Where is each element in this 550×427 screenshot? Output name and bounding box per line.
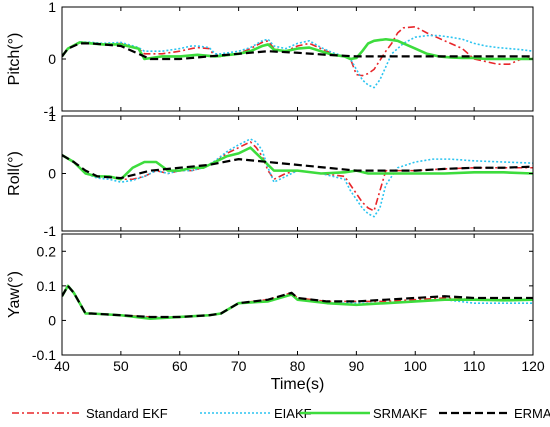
y-axis-label: Roll(°) — [6, 151, 23, 196]
series-line-eiakf — [62, 34, 533, 89]
series-line-srmakf — [62, 146, 533, 181]
x-tick-label: 50 — [113, 358, 129, 374]
series-line-standard-ekf — [62, 25, 533, 77]
x-tick-label: 100 — [404, 358, 428, 374]
series-line-srmakf — [62, 37, 533, 61]
legend-label-srmakf: SRMAKF — [373, 406, 427, 421]
panel-0: -1 0 1 Pitch(°) — [6, 0, 534, 119]
y-tick-label: 1 — [48, 108, 56, 124]
y-tick-label: -1 — [44, 223, 57, 239]
series-line-eiakf — [62, 138, 533, 218]
panel-frame — [61, 233, 534, 356]
series-line-ermakf — [62, 284, 533, 319]
panel-series-group — [62, 25, 533, 89]
x-tick-label: 110 — [463, 358, 486, 374]
panel-2: -0.1 0 0.1 0.2 Yaw(°) — [6, 233, 534, 363]
y-tick-label: 0 — [48, 312, 56, 328]
y-tick-label: 0 — [48, 51, 56, 67]
series-line-eiakf — [62, 285, 533, 319]
y-tick-label: 1 — [48, 0, 56, 15]
legend-label-standard-ekf: Standard EKF — [86, 406, 168, 421]
x-tick-label: 80 — [290, 358, 306, 374]
x-tick-label: 90 — [349, 358, 365, 374]
y-tick-label: 0.1 — [37, 278, 57, 294]
panel-1: -1 0 1 Roll(°) — [6, 108, 534, 239]
legend: Standard EKF EIAKF SRMAKF ERMAKF — [12, 406, 550, 421]
y-axis-label: Yaw(°) — [6, 271, 23, 318]
y-tick-label: -1 — [44, 103, 57, 119]
y-axis-label: Pitch(°) — [6, 33, 23, 86]
series-line-standard-ekf — [62, 141, 533, 212]
x-axis-label: Time(s) — [271, 376, 325, 393]
legend-label-eiakf: EIAKF — [274, 406, 312, 421]
x-tick-label: 120 — [521, 358, 545, 374]
y-tick-label: 0 — [48, 166, 56, 182]
y-tick-label: 0.2 — [37, 243, 57, 259]
x-tick-label: 60 — [172, 358, 188, 374]
legend-label-ermakf: ERMAKF — [514, 406, 550, 421]
x-tick-label: 70 — [231, 358, 247, 374]
panel-series-group — [62, 138, 533, 218]
series-line-ermakf — [62, 154, 533, 180]
y-tick-label: -0.1 — [32, 347, 56, 363]
series-line-ermakf — [62, 42, 533, 61]
x-tick-label: 40 — [54, 358, 70, 374]
panel-series-group — [62, 284, 533, 320]
